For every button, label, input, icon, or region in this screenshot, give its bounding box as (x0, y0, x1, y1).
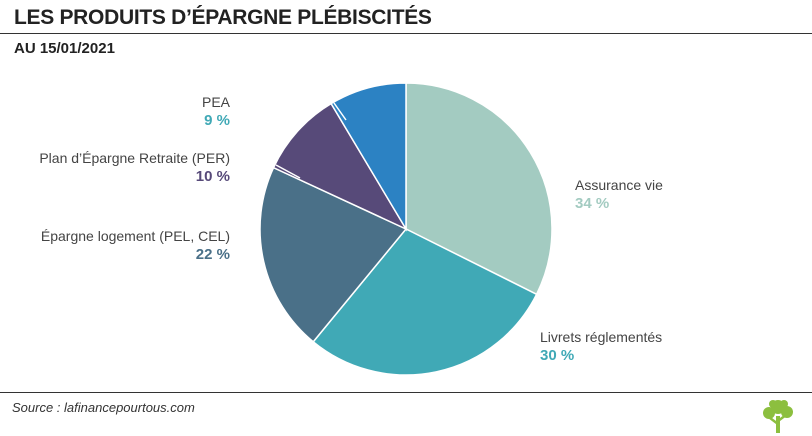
leader-per (275, 164, 301, 179)
footer-rule (0, 392, 812, 393)
title-rule (0, 33, 812, 34)
label-pea: PEA 9 % (202, 94, 230, 129)
label-livrets-name: Livrets réglementés (540, 329, 663, 345)
label-epargne-logement-value: 22 % (195, 246, 230, 263)
tree-icon (763, 400, 793, 433)
slice-assurance-vie (405, 82, 553, 296)
label-epargne-logement: Épargne logement (PEL, CEL) 22 % (41, 228, 230, 263)
label-per-name: Plan d’Épargne Retraite (PER) (39, 150, 230, 166)
chart-subtitle: AU 15/01/2021 (14, 40, 115, 57)
source-note: Source : lafinancepourtous.com (12, 400, 195, 415)
slice-epargne-logement (259, 166, 408, 343)
label-assurance-vie: Assurance vie 34 % (575, 177, 663, 212)
chart-title: LES PRODUITS D’ÉPARGNE PLÉBISCITÉS (14, 6, 432, 29)
slice-livrets (312, 228, 538, 376)
label-per: Plan d’Épargne Retraite (PER) 10 % (39, 150, 230, 185)
label-livrets: Livrets réglementés 30 % (540, 329, 662, 364)
leader-pea (333, 102, 347, 121)
label-pea-value: 9 % (204, 112, 230, 129)
label-pea-name: PEA (201, 94, 230, 110)
label-assurance-vie-name: Assurance vie (575, 177, 663, 193)
label-assurance-vie-value: 34 % (575, 195, 610, 212)
label-livrets-value: 30 % (540, 347, 575, 364)
slice-per (272, 102, 408, 231)
slice-pea (330, 82, 407, 232)
label-epargne-logement-name: Épargne logement (PEL, CEL) (40, 228, 230, 244)
label-per-value: 10 % (195, 168, 230, 185)
